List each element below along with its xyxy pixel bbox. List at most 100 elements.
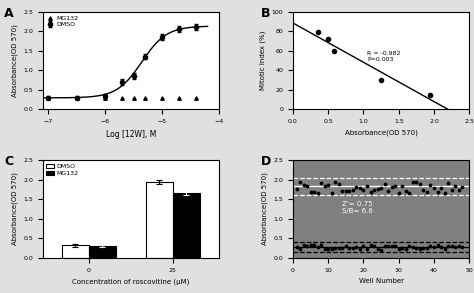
Point bbox=[448, 244, 456, 248]
Point bbox=[293, 245, 301, 249]
Point bbox=[367, 189, 374, 194]
Point bbox=[419, 188, 427, 192]
MG132 bbox=[159, 97, 165, 100]
Text: B: B bbox=[261, 7, 271, 20]
Point bbox=[307, 189, 314, 194]
Point bbox=[423, 190, 431, 195]
Point bbox=[455, 188, 463, 192]
Point bbox=[437, 245, 445, 250]
Point bbox=[318, 181, 325, 185]
Y-axis label: Mitotic Index (%): Mitotic Index (%) bbox=[260, 31, 266, 90]
Point bbox=[451, 245, 459, 249]
Point bbox=[444, 244, 452, 249]
Point bbox=[338, 189, 346, 193]
Point bbox=[458, 185, 466, 190]
Point bbox=[374, 187, 382, 191]
Point bbox=[381, 182, 388, 187]
Point bbox=[384, 189, 392, 193]
Point bbox=[356, 186, 364, 191]
Point bbox=[384, 244, 392, 249]
MG132 bbox=[46, 97, 51, 100]
Point bbox=[427, 183, 434, 188]
Point bbox=[392, 244, 399, 248]
Text: A: A bbox=[4, 7, 13, 20]
Point bbox=[399, 246, 406, 250]
Point bbox=[321, 184, 328, 189]
Point bbox=[377, 247, 385, 252]
Bar bbox=[89, 246, 116, 258]
Point bbox=[293, 187, 301, 191]
Point bbox=[409, 180, 417, 185]
Point bbox=[321, 247, 328, 252]
X-axis label: Absorbance(OD 570): Absorbance(OD 570) bbox=[345, 130, 418, 136]
Point bbox=[328, 247, 336, 252]
Point bbox=[353, 245, 360, 249]
Point bbox=[412, 180, 420, 184]
Text: R = -0.982
P=0.003: R = -0.982 P=0.003 bbox=[367, 51, 401, 62]
Point bbox=[335, 181, 343, 186]
Point bbox=[448, 188, 456, 193]
Y-axis label: Absorbance(OD 570): Absorbance(OD 570) bbox=[261, 173, 268, 246]
MG132 bbox=[119, 96, 125, 99]
MG132 bbox=[193, 97, 199, 100]
Point bbox=[349, 246, 357, 251]
Point bbox=[419, 246, 427, 251]
Point bbox=[318, 243, 325, 248]
Point bbox=[374, 246, 382, 251]
Point bbox=[430, 186, 438, 190]
Point bbox=[338, 246, 346, 251]
Point bbox=[342, 243, 350, 248]
Bar bbox=[173, 193, 200, 258]
Point bbox=[324, 183, 332, 188]
Point bbox=[377, 186, 385, 190]
Point bbox=[412, 246, 420, 251]
MG132 bbox=[142, 97, 148, 100]
Point bbox=[331, 180, 339, 184]
Y-axis label: Absorbance(OD 570): Absorbance(OD 570) bbox=[11, 173, 18, 246]
Point bbox=[370, 244, 378, 248]
Point bbox=[395, 190, 402, 195]
Legend: DMSO, MG132: DMSO, MG132 bbox=[46, 163, 79, 177]
Point bbox=[310, 243, 318, 248]
Point bbox=[310, 189, 318, 194]
Point bbox=[363, 184, 371, 189]
MG132 bbox=[176, 96, 182, 99]
Y-axis label: Absorbance(OD 570): Absorbance(OD 570) bbox=[11, 24, 18, 97]
Point bbox=[370, 188, 378, 192]
Point bbox=[349, 188, 357, 192]
Point bbox=[416, 247, 424, 252]
Point bbox=[458, 245, 466, 250]
Point bbox=[353, 185, 360, 190]
X-axis label: Well Number: Well Number bbox=[359, 278, 404, 284]
Text: D: D bbox=[261, 155, 272, 168]
Point bbox=[388, 185, 395, 190]
Point bbox=[296, 180, 304, 185]
Point bbox=[381, 243, 388, 248]
Point bbox=[406, 190, 413, 195]
Point bbox=[307, 243, 314, 248]
Point bbox=[423, 246, 431, 251]
Point bbox=[395, 247, 402, 252]
Text: C: C bbox=[4, 155, 13, 168]
Point bbox=[455, 244, 463, 248]
Point bbox=[402, 189, 410, 194]
MG132 bbox=[102, 97, 108, 100]
Point bbox=[303, 184, 311, 189]
Point bbox=[406, 243, 413, 248]
Point bbox=[367, 243, 374, 247]
Point bbox=[409, 244, 417, 249]
Legend: MG132, DMSO: MG132, DMSO bbox=[46, 15, 79, 28]
Point bbox=[314, 244, 321, 249]
Point bbox=[328, 191, 336, 195]
Line: MG132: MG132 bbox=[46, 96, 198, 100]
Point bbox=[427, 244, 434, 248]
Point bbox=[324, 246, 332, 251]
Point bbox=[402, 247, 410, 251]
Bar bbox=[146, 182, 173, 258]
Point bbox=[300, 183, 307, 187]
Text: Z'= 0.75
S/B= 6.6: Z'= 0.75 S/B= 6.6 bbox=[342, 201, 373, 214]
MG132 bbox=[131, 97, 137, 100]
Point bbox=[444, 180, 452, 185]
Point bbox=[342, 189, 350, 194]
Point bbox=[314, 190, 321, 195]
